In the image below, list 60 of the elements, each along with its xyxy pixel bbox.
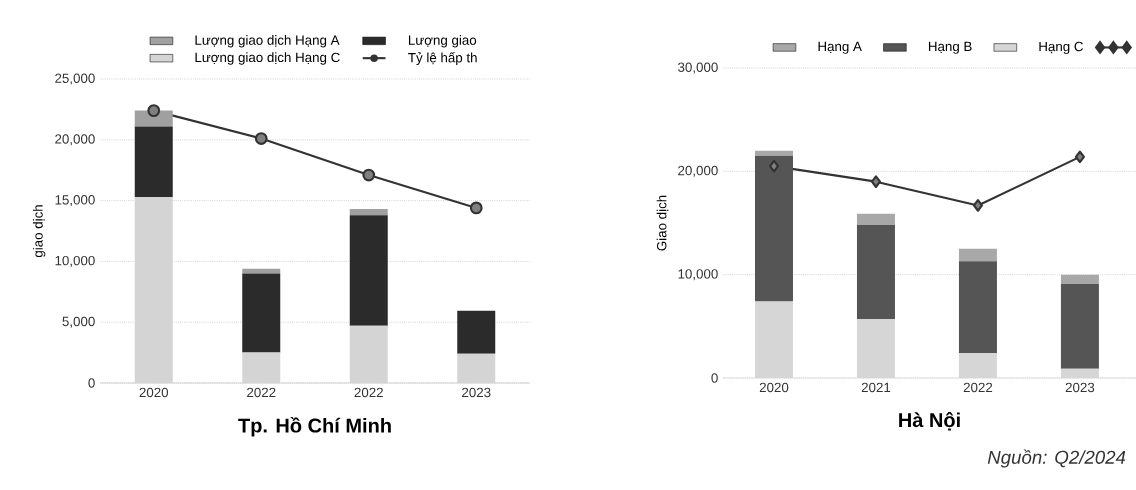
y-axis-title: Giao dịch <box>656 195 669 251</box>
text: Tp. Hồ Chí Minh <box>238 417 391 437</box>
bar <box>349 325 388 383</box>
legend-label: Hạng B <box>928 41 972 54</box>
bar <box>856 213 895 226</box>
point <box>147 104 161 118</box>
point <box>768 159 780 173</box>
legend-label: Lượng giao dịch Hạng A <box>195 35 340 48</box>
x-tick-label: 2021 <box>861 382 891 393</box>
point <box>362 168 376 182</box>
bar <box>1060 368 1099 378</box>
bar <box>754 150 793 156</box>
point <box>254 132 268 145</box>
x-tick-label: 2022 <box>354 387 383 398</box>
y-tick-label: 25,000 <box>55 73 95 85</box>
bar <box>754 301 793 378</box>
point <box>1074 150 1085 164</box>
bar <box>958 261 997 354</box>
legend-label: Hạng C <box>1039 41 1083 54</box>
legend-label: Hạng A <box>818 41 862 54</box>
bar <box>242 273 281 353</box>
bar <box>349 215 388 326</box>
point <box>870 175 882 189</box>
y-tick-label: 10,000 <box>678 269 718 281</box>
text: Nguồn: Q2/2024 <box>987 449 1126 468</box>
x-tick-label: 2020 <box>139 387 169 398</box>
bar <box>134 196 173 383</box>
x-tick-label: 2023 <box>462 387 491 398</box>
legend-label: Lượng giao dịch Hạng C <box>195 52 340 65</box>
x-tick-label: 2022 <box>963 382 993 393</box>
x-tick-label: 2023 <box>1065 382 1095 393</box>
bar <box>349 209 388 216</box>
bar <box>958 248 997 262</box>
x-tick-label: 2020 <box>759 382 789 393</box>
bar <box>457 353 496 383</box>
bar <box>457 310 496 354</box>
bar <box>1060 283 1099 369</box>
y-tick-label: 15,000 <box>55 195 95 207</box>
bar <box>856 319 895 378</box>
y-tick-label: 5,000 <box>62 316 95 328</box>
y-tick-label: 30,000 <box>678 62 718 74</box>
y-tick-label: 10,000 <box>55 255 95 267</box>
legend-label: Tỷ lệ hấp th <box>408 52 477 66</box>
y-axis-title: giao dịch <box>32 205 46 258</box>
bar <box>242 352 281 383</box>
y-tick-label: 20,000 <box>55 134 95 146</box>
y-tick-label: 20,000 <box>678 165 718 177</box>
bar <box>754 155 793 302</box>
y-tick-label: 0 <box>88 378 95 388</box>
bar <box>1060 274 1099 284</box>
point <box>972 199 984 212</box>
bar <box>242 268 281 274</box>
bar <box>134 126 173 197</box>
x-tick-label: 2022 <box>247 387 276 398</box>
bar <box>856 225 895 320</box>
y-tick-label: 0 <box>711 373 718 383</box>
bar <box>958 353 997 378</box>
legend-label: Lượng giao <box>408 35 477 48</box>
text: Hà Nội <box>899 412 960 431</box>
point <box>469 201 483 215</box>
